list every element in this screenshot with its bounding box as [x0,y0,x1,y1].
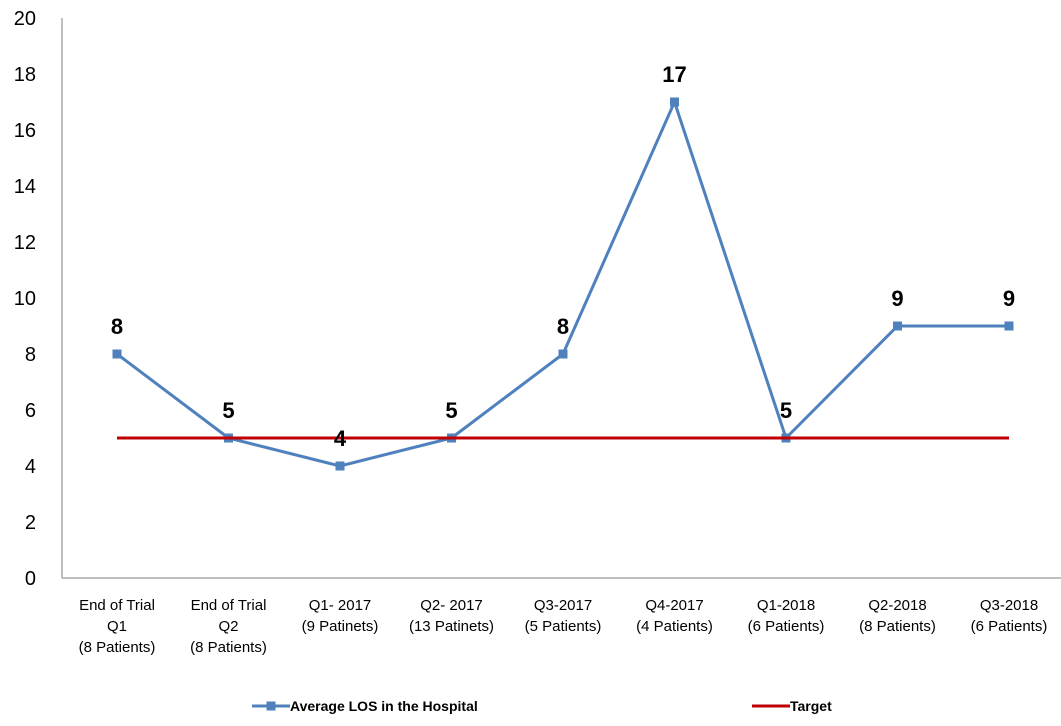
y-tick-label: 6 [25,400,36,422]
legend-item-average-los: Average LOS in the Hospital [252,698,478,714]
x-axis-ticks: End of Trial Q1 (8 Patients) End of Trial Q2… [79,597,1048,656]
y-tick-label: 0 [25,568,36,590]
x-tick-label: Q3-2018 (6 Patients) [971,597,1048,635]
x-tick-label: Q1- 2017 (9 Patinets) [302,597,379,635]
legend-label: Target [790,698,832,714]
data-label: 5 [222,398,234,423]
axes [61,18,1061,579]
x-tick-label: End of Trial Q1 (8 Patients) [79,597,156,656]
data-point [112,349,122,359]
data-labels: 8 5 4 5 8 17 5 9 9 [111,62,1015,451]
data-label: 4 [334,426,347,451]
series-layer [112,97,1014,471]
data-point [335,461,345,471]
data-point [1004,321,1014,331]
y-tick-label: 18 [14,64,36,86]
data-label: 9 [891,286,903,311]
legend-item-target: Target [752,698,832,714]
x-tick-label: Q4-2017 (4 Patients) [636,597,713,635]
data-label: 5 [780,398,792,423]
series-line [116,100,1009,468]
y-tick-label: 10 [14,288,36,310]
y-axis-ticks: 0 2 4 6 8 10 12 14 16 18 20 [14,8,36,590]
data-label: 5 [445,398,457,423]
y-tick-label: 20 [14,8,36,30]
y-tick-label: 14 [14,176,36,198]
y-tick-label: 16 [14,120,36,142]
legend-label: Average LOS in the Hospital [290,698,478,714]
x-tick-label: Q2- 2017 (13 Patinets) [409,597,494,635]
y-tick-label: 8 [25,344,36,366]
y-tick-label: 2 [25,512,36,534]
y-tick-label: 12 [14,232,36,254]
data-point [893,321,902,331]
x-tick-label: Q1-2018 (6 Patients) [748,597,825,635]
y-tick-label: 4 [25,456,36,478]
x-tick-label: Q2-2018 (8 Patients) [859,597,936,635]
series-average-los [112,97,1014,471]
data-label: 9 [1003,286,1015,311]
data-point [670,97,679,107]
x-tick-label: Q3-2017 (5 Patients) [525,597,602,635]
legend-marker [266,701,276,711]
data-label: 8 [557,314,569,339]
data-label: 8 [111,314,123,339]
data-point [558,349,568,359]
x-tick-label: End of Trial Q2 (8 Patients) [190,597,267,656]
data-label: 17 [662,62,686,87]
legend: Average LOS in the Hospital Target [252,698,832,714]
